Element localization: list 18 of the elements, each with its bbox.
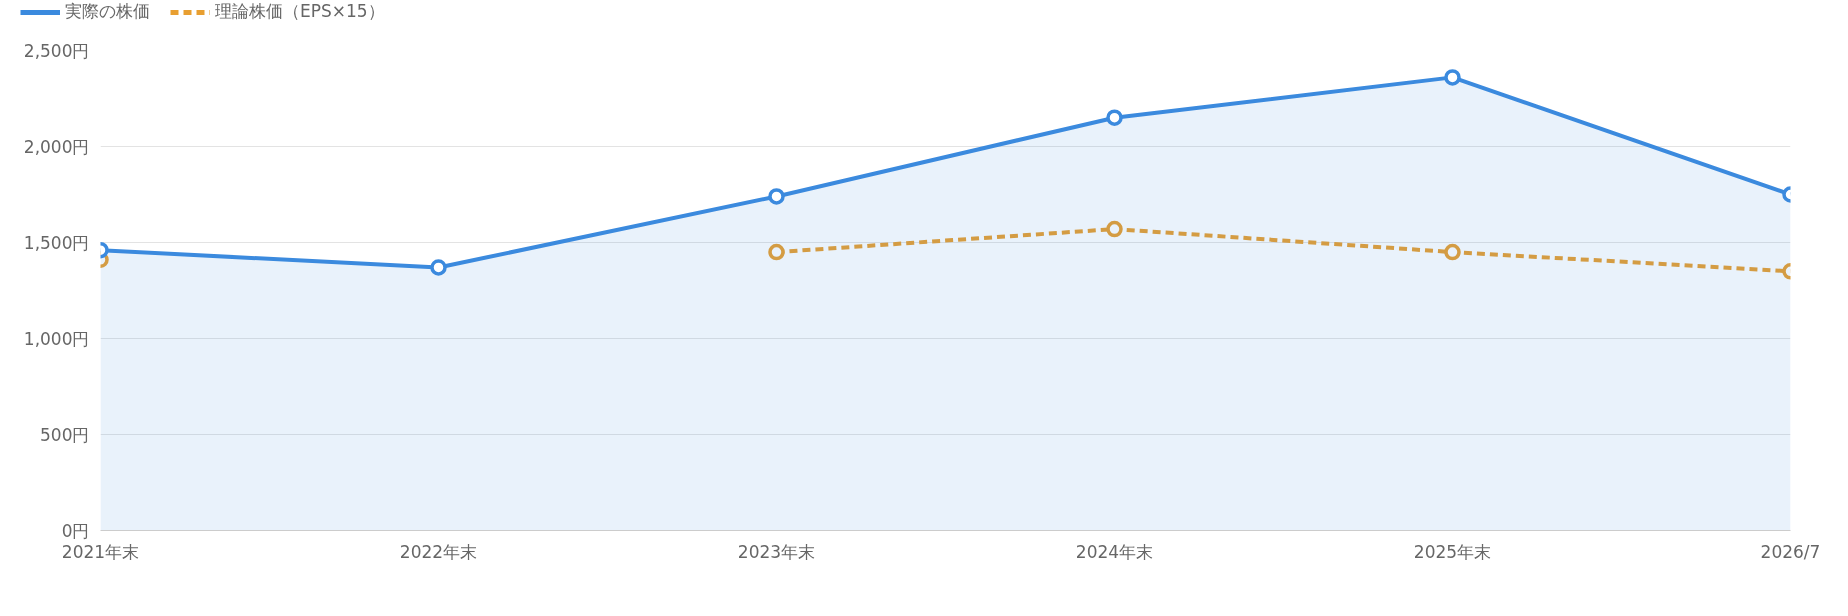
x-tick-label: 2025年末 [1413,541,1492,562]
y-tick-label: 500円 [40,424,90,445]
y-tick-label: 1,500円 [23,232,90,253]
x-tick-label: 2023年末 [737,541,816,562]
x-tick-label: 2021年末 [61,541,140,562]
x-tick-label: 2022年末 [399,541,478,562]
y-tick-label: 2,500円 [23,40,90,61]
point [768,188,785,205]
legend-label: 実際の株価 [65,0,150,23]
x-tick-label: 2024年末 [1075,541,1154,562]
y-tick-label: 2,000円 [23,136,90,157]
x-tick-label: 2026/7 [1760,541,1821,562]
y-tick-label: 1,000円 [23,328,90,349]
point [1106,220,1123,238]
point [768,243,785,261]
y-tick-label: 0円 [61,520,90,541]
point [1106,109,1123,126]
legend-label: 理論株価（EPS×15） [215,0,385,23]
